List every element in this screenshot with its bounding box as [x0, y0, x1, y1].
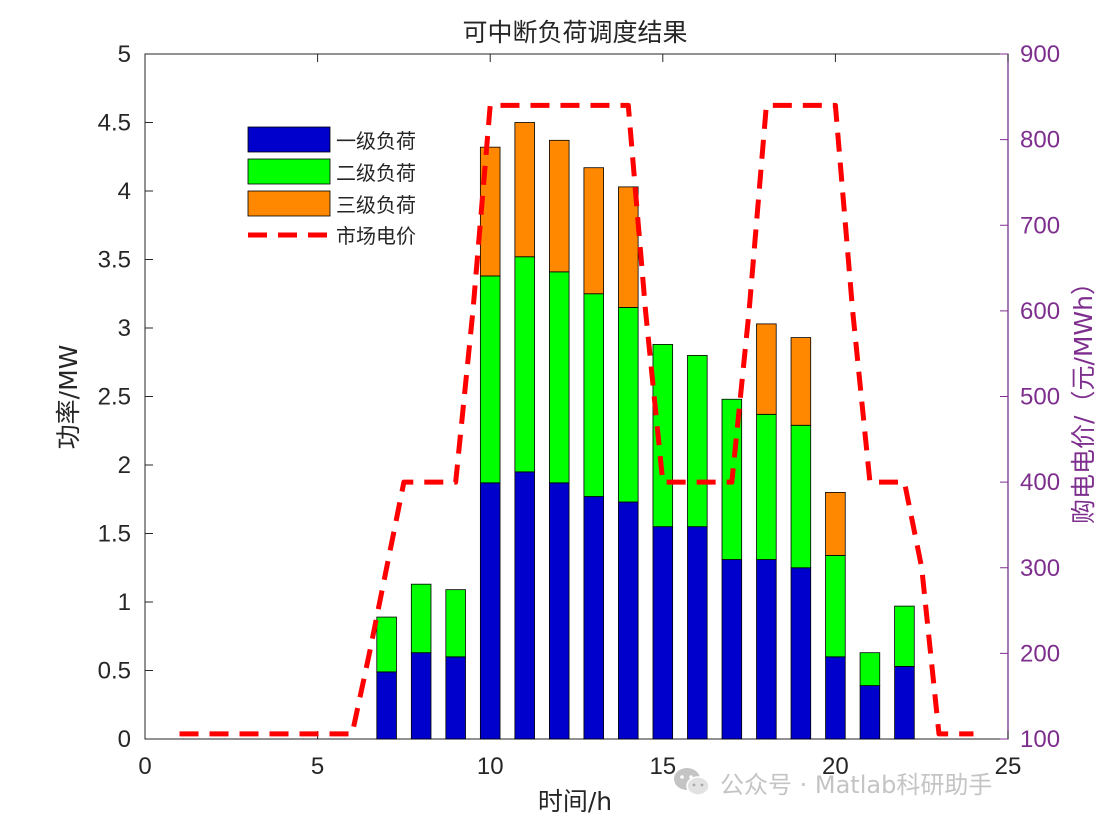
- bar-segment-level1: [618, 501, 639, 740]
- bar-segment-level1: [652, 526, 674, 740]
- bar-segment-level3: [825, 491, 846, 556]
- legend-label: 三级负荷: [336, 193, 416, 217]
- bar-segment-level1: [790, 567, 812, 740]
- y-tick-label: 5: [118, 41, 131, 68]
- axes-box: [144, 53, 1009, 740]
- bar-segment-level2: [549, 271, 570, 484]
- y-tick-label: 3: [118, 315, 131, 342]
- bar-segment-level2: [894, 605, 915, 667]
- bar-segment-level1: [825, 656, 846, 740]
- plot-area: 0 5 10 15 20 25 0 0.5 1 1.5 2 2.5 3 3.5 4 4.5 5 100 200 300…: [98, 41, 1060, 780]
- y-tick-label: 0: [118, 726, 131, 753]
- x-tick-label: 20: [822, 753, 849, 780]
- legend-label: 二级负荷: [336, 161, 416, 185]
- bar-segment-level3: [583, 167, 604, 295]
- y-tick-label: 0.5: [98, 658, 131, 685]
- legend-label: 一级负荷: [336, 129, 416, 153]
- chart-title: 可中断负荷调度结果: [462, 18, 687, 47]
- bar-segment-level1: [549, 482, 570, 740]
- bar-segment-level1: [859, 685, 881, 740]
- bar-segment-level3: [790, 337, 812, 426]
- y-tick-label: 2: [118, 452, 131, 479]
- bar-segment-level2: [583, 293, 604, 497]
- wechat-icon: [674, 768, 710, 796]
- bar-segment-level1: [583, 496, 604, 740]
- y-right-tick-label: 700: [1020, 212, 1060, 239]
- x-tick-label: 15: [649, 753, 676, 780]
- bar-segment-level1: [687, 526, 708, 740]
- y-tick-label: 4: [118, 178, 131, 205]
- y-right-tick-label: 100: [1020, 726, 1060, 753]
- bar-segment-level2: [825, 555, 846, 658]
- bar-segment-level2: [410, 583, 432, 654]
- bar-segment-level2: [790, 424, 812, 569]
- y-right-tick-label: 900: [1020, 41, 1060, 68]
- bar-segment-level1: [479, 482, 501, 740]
- bar-segment-level1: [721, 559, 743, 740]
- bar-segment-level2: [514, 256, 535, 473]
- y-right-tick-label: 200: [1020, 640, 1060, 667]
- legend-swatch-level3: [247, 190, 331, 217]
- y-tick-label: 4.5: [98, 110, 131, 137]
- y-tick-label: 1: [118, 589, 131, 616]
- bar-segment-level1: [376, 671, 397, 740]
- y-right-tick-label: 600: [1020, 298, 1060, 325]
- bar-segment-level1: [410, 652, 432, 740]
- y-right-tick-label: 400: [1020, 469, 1060, 496]
- x-tick-label: 0: [138, 753, 151, 780]
- x-tick-label: 10: [477, 753, 504, 780]
- bar-segment-level3: [549, 139, 570, 273]
- watermark-text: 公众号 · Matlab科研助手: [720, 770, 993, 799]
- bar-segment-level1: [894, 665, 915, 740]
- legend-label: 市场电价: [336, 224, 416, 248]
- price-line: [179, 102, 974, 737]
- y-right-tick-label: 300: [1020, 555, 1060, 582]
- bar-segment-level2: [756, 413, 777, 560]
- bar-segment-level2: [445, 589, 466, 658]
- bar-segment-level1: [756, 559, 777, 740]
- x-tick-label: 5: [311, 753, 324, 780]
- y-tick-label: 3.5: [98, 247, 131, 274]
- bar-segment-level2: [376, 616, 397, 673]
- x-tick-label: 25: [995, 753, 1022, 780]
- bar-segment-level2: [859, 652, 881, 686]
- bar-segment-level3: [756, 323, 777, 415]
- bar-segment-level3: [514, 122, 535, 258]
- bar-segment-level2: [687, 354, 708, 528]
- watermark: 公众号 · Matlab科研助手: [672, 762, 992, 802]
- x-axis-label: 时间/h: [538, 787, 612, 816]
- y-tick-label: 2.5: [98, 384, 131, 411]
- legend-swatch-level2: [247, 158, 331, 185]
- y-axis-label: 功率/MW: [54, 345, 83, 450]
- legend-swatch-level1: [247, 126, 331, 153]
- bar-segment-level2: [618, 307, 639, 503]
- y-right-tick-label: 800: [1020, 127, 1060, 154]
- y-axis-right-label: 购电电价/（元/MWh）: [1069, 270, 1098, 524]
- bar-segment-level2: [479, 275, 501, 484]
- bar-segment-level1: [514, 471, 535, 740]
- y-tick-label: 1.5: [98, 521, 131, 548]
- bar-segment-level1: [445, 656, 466, 740]
- bar-segment-level3: [618, 186, 639, 308]
- y-right-tick-label: 500: [1020, 384, 1060, 411]
